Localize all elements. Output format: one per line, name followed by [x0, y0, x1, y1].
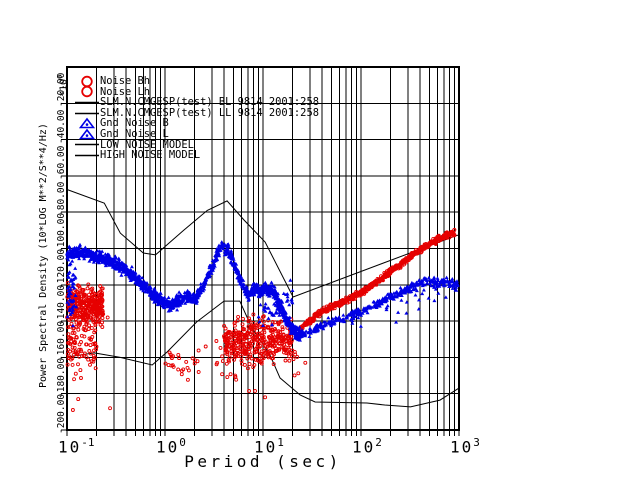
y-tick-label: -60.00 — [56, 145, 67, 180]
black-line-icon — [70, 150, 100, 161]
x-tick-label: 101 — [254, 436, 284, 457]
model-line-0 — [66, 189, 460, 298]
x-tick-label: 103 — [450, 436, 480, 457]
legend-item: Gnd Noise B — [70, 117, 319, 130]
y-tick-label: -20.00 — [56, 72, 67, 108]
legend-item: HIGH NOISE MODEL — [70, 150, 319, 161]
legend-item: Gnd Noise L — [70, 127, 319, 140]
legend-item: Noise Bh — [70, 75, 319, 87]
y-tick-label: -120.00 — [56, 248, 67, 289]
red-scatter-cluster-1 — [65, 313, 99, 382]
blue-scatter-band-1 — [294, 275, 460, 341]
blue-scatter-cluster-1 — [65, 245, 79, 328]
plot-legend: Noise Bh Noise Lh SLM.N.CMGESP(test) BL 98… — [70, 75, 319, 161]
blue-scatter-cluster-0 — [256, 278, 295, 327]
black-line-icon — [70, 108, 100, 119]
x-axis-title: Period (sec) — [184, 452, 342, 471]
legend-item: SLM.N.CMGESP(test) BL 9814 2001:258 — [70, 97, 319, 108]
x-tick-label: 10-1 — [58, 436, 95, 457]
red-scatter-band-0 — [298, 227, 457, 332]
legend-item-label: Gnd Noise L — [100, 127, 169, 140]
legend-item: SLM.N.CMGESP(test) LL 9814 2001:258 — [70, 108, 319, 119]
legend-item: LOW NOISE MODEL — [70, 138, 319, 151]
legend-item-label: SLM.N.CMGESP(test) BL 9814 2001:258 — [100, 96, 319, 109]
legend-item-label: Gnd Noise B — [100, 117, 169, 130]
y-tick-label: -140.00 — [56, 285, 67, 326]
legend-item-label: Noise Bh — [100, 75, 151, 87]
legend-item-label: SLM.N.CMGESP(test) LL 9814 2001:258 — [100, 106, 319, 119]
blue-triangle-icon — [70, 128, 100, 140]
black-line-icon — [70, 139, 100, 150]
y-tick-label: -180.00 — [56, 357, 67, 398]
black-line-icon — [70, 97, 100, 108]
y-tick-label: -40.00 — [56, 109, 67, 144]
x-tick-label: 102 — [352, 436, 382, 457]
blue-scatter-band-0 — [65, 240, 302, 342]
legend-item-label: HIGH NOISE MODEL — [100, 149, 201, 162]
legend-item: Noise Lh — [70, 85, 319, 98]
legend-item-label: LOW NOISE MODEL — [100, 138, 194, 151]
y-tick-label: -160.00 — [56, 321, 67, 362]
y-axis-title: Power Spectral Density (10*LOG M**2/S**4… — [38, 123, 49, 388]
legend-item-label: Noise Lh — [100, 85, 151, 98]
red-extra-points — [70, 315, 308, 412]
red-scatter-cluster-4 — [163, 348, 201, 382]
y-tick-label: -200.00 — [56, 393, 67, 434]
red-circle-icon — [70, 75, 100, 87]
y-tick-label: -100.00 — [56, 212, 67, 253]
red-scatter-cluster-0 — [65, 281, 106, 332]
y-tick-label: -80.00 — [56, 181, 67, 217]
x-tick-label: 100 — [156, 436, 186, 457]
red-circle-icon — [70, 86, 100, 98]
blue-triangle-icon — [70, 117, 100, 129]
